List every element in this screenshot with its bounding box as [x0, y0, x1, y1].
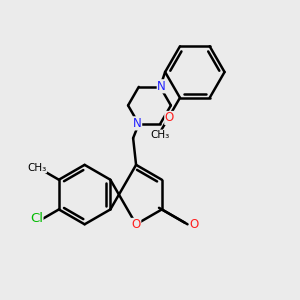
Text: CH₃: CH₃ [150, 130, 170, 140]
Text: N: N [133, 117, 142, 130]
Text: O: O [190, 218, 199, 231]
Text: N: N [157, 80, 166, 93]
Text: Cl: Cl [30, 212, 43, 225]
Text: CH₃: CH₃ [27, 163, 46, 173]
Text: O: O [165, 112, 174, 124]
Text: O: O [131, 218, 141, 231]
